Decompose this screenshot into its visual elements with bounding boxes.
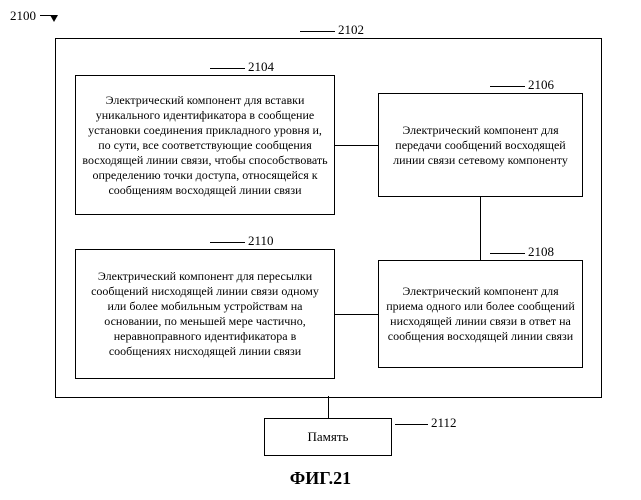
ref-2110-label: 2110	[248, 233, 274, 249]
ref-2102-label: 2102	[338, 22, 364, 38]
connector-container-memory	[328, 396, 329, 418]
ref-2110-lead	[210, 242, 245, 243]
box-2110: Электрический компонент для пересылки со…	[75, 249, 335, 379]
diagram-canvas: 2100 2102 2104 Электрический компонент д…	[0, 0, 641, 500]
connector-2110-2108	[335, 314, 378, 315]
ref-2100-arrowhead	[50, 15, 58, 22]
box-2106: Электрический компонент для передачи соо…	[378, 93, 583, 197]
ref-2108-label: 2108	[528, 244, 554, 260]
box-2110-text: Электрический компонент для пересылки со…	[82, 269, 328, 359]
ref-2104-label: 2104	[248, 59, 274, 75]
box-2104: Электрический компонент для вставки уник…	[75, 75, 335, 215]
box-memory: Память	[264, 418, 392, 456]
ref-2112-label: 2112	[431, 415, 457, 431]
box-2108: Электрический компонент для приема одног…	[378, 260, 583, 368]
ref-2104-lead	[210, 68, 245, 69]
connector-2106-2108	[480, 197, 481, 260]
box-2106-text: Электрический компонент для передачи соо…	[385, 123, 576, 168]
ref-2102-lead	[300, 31, 335, 32]
box-2104-text: Электрический компонент для вставки уник…	[82, 93, 328, 198]
ref-2108-lead	[490, 253, 525, 254]
connector-2104-2106	[335, 145, 378, 146]
memory-text: Память	[308, 429, 349, 445]
ref-2106-lead	[490, 86, 525, 87]
ref-2106-label: 2106	[528, 77, 554, 93]
box-2108-text: Электрический компонент для приема одног…	[385, 284, 576, 344]
ref-2100-label: 2100	[10, 8, 36, 24]
ref-2112-lead	[395, 424, 428, 425]
figure-caption: ФИГ.21	[0, 468, 641, 489]
